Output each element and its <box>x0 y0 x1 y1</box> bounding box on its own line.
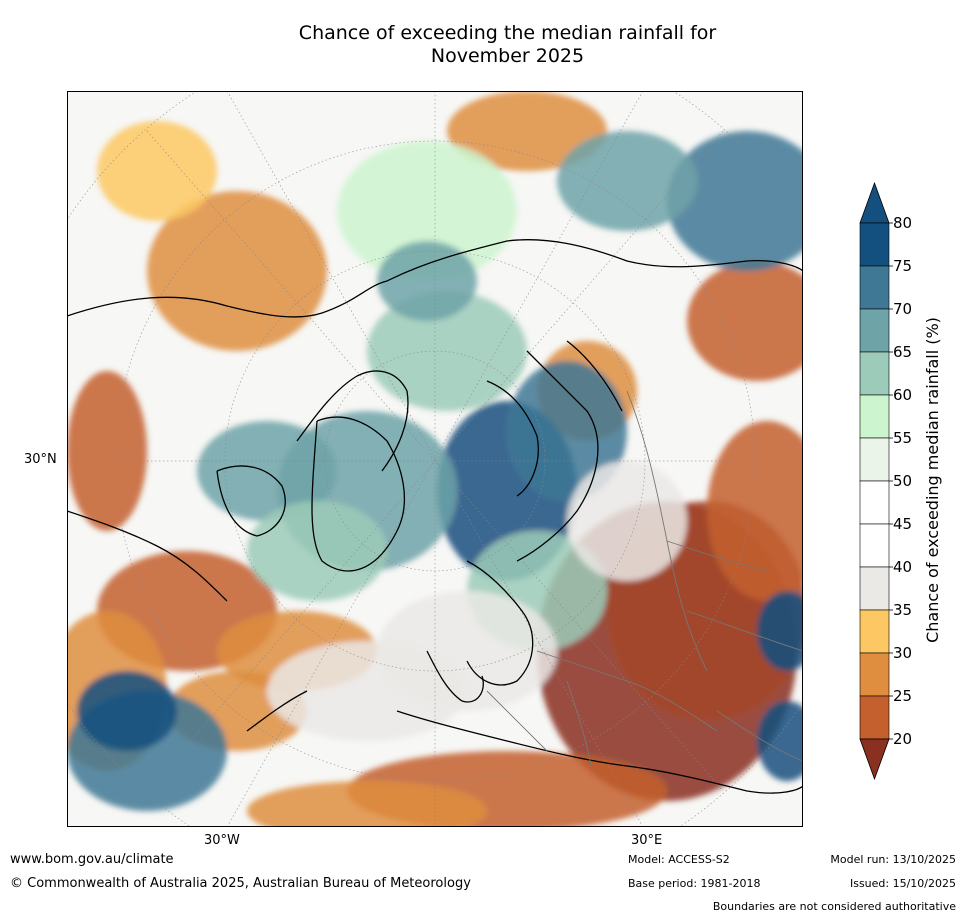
colorbar: 80 75 70 65 60 55 50 45 40 35 30 25 20 Chance of exc… <box>859 181 942 781</box>
anomaly-region <box>97 121 217 221</box>
colorbar-tick-label: 60 <box>893 386 912 404</box>
colorbar-bin <box>859 609 890 654</box>
footer-url[interactable]: www.bom.gov.au/climate <box>10 852 174 867</box>
colorbar-tick-label: 75 <box>893 257 912 275</box>
colorbar-tick-label: 25 <box>893 687 912 705</box>
anomaly-region <box>67 371 147 531</box>
colorbar-tick-label: 30 <box>893 644 912 662</box>
coastlines <box>67 239 803 794</box>
colorbar-bin <box>859 523 890 568</box>
rainfall-map[interactable] <box>67 91 803 827</box>
colorbar-label: Chance of exceeding median rainfall (%) <box>923 317 942 643</box>
footer-copyright: © Commonwealth of Australia 2025, Austra… <box>10 876 471 891</box>
anomaly-region <box>447 91 607 171</box>
colorbar-bin <box>859 265 890 310</box>
colorbar-bin <box>859 437 890 482</box>
colorbar-tick-label: 55 <box>893 429 912 447</box>
map-frame <box>67 91 803 827</box>
anomaly-region <box>667 131 803 271</box>
colorbar-tick-label: 50 <box>893 472 912 490</box>
chart-title: Chance of exceeding the median rainfall … <box>0 22 965 68</box>
anomaly-region <box>757 701 803 781</box>
colorbar-bin <box>859 652 890 697</box>
lon-label-30w: 30°W <box>204 833 240 848</box>
colorbar-tick-label: 20 <box>893 730 912 748</box>
colorbar-bin <box>859 222 890 267</box>
lon-label-30e: 30°E <box>631 833 663 848</box>
anomaly-region <box>557 131 697 231</box>
colorbar-bin <box>859 308 890 353</box>
colorbar-tick-label: 35 <box>893 601 912 619</box>
colorbar-tick-label: 65 <box>893 343 912 361</box>
anomaly-region <box>247 781 487 827</box>
graticule <box>67 91 803 827</box>
title-line-1: Chance of exceeding the median rainfall … <box>298 22 717 44</box>
anomaly-region <box>147 191 327 351</box>
colorbar-tick-label: 80 <box>893 214 912 232</box>
anomaly-region <box>197 421 337 521</box>
anomaly-region <box>687 261 803 381</box>
footer-model: Model: ACCESS-S2 <box>628 853 730 866</box>
anomaly-region <box>567 461 687 581</box>
colorbar-bin <box>859 566 890 611</box>
anomaly-region <box>77 671 177 751</box>
title-line-2: November 2025 <box>430 45 585 67</box>
anomaly-region <box>507 361 627 501</box>
colorbar-bin <box>859 394 890 439</box>
footer-issued: Issued: 15/10/2025 <box>849 877 956 890</box>
lat-label-30n: 30°N <box>24 452 57 467</box>
footer-model-run: Model run: 13/10/2025 <box>830 853 956 866</box>
anomaly-region <box>707 421 803 601</box>
colorbar-bin <box>859 480 890 525</box>
anomaly-region <box>757 591 803 671</box>
footer-base-period: Base period: 1981-2018 <box>628 877 761 890</box>
anomaly-region <box>377 241 477 321</box>
colorbar-tick-label: 70 <box>893 300 912 318</box>
footer-disclaimer: Boundaries are not considered authoritat… <box>712 900 956 913</box>
colorbar-extend-min <box>859 738 890 781</box>
colorbar-extend-max <box>859 181 890 224</box>
colorbar-tick-label: 40 <box>893 558 912 576</box>
anomaly-region <box>337 141 517 281</box>
anomaly-region <box>267 641 467 741</box>
colorbar-tick-label: 45 <box>893 515 912 533</box>
colorbar-bin <box>859 695 890 740</box>
borders <box>486 390 803 772</box>
colorbar-bin <box>859 351 890 396</box>
